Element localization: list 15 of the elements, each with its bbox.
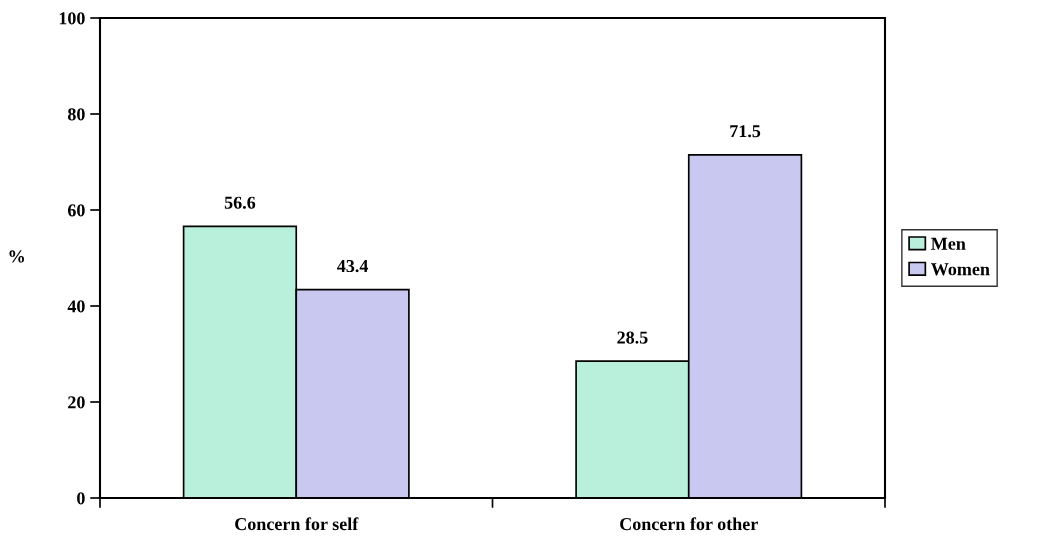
y-tick-label: 20 xyxy=(68,396,85,409)
y-tick-label: 80 xyxy=(67,108,85,121)
legend-label: Women xyxy=(931,263,990,276)
legend-label: Men xyxy=(931,237,966,250)
x-tick-label: Concern for self xyxy=(235,517,359,531)
data-label: 28.5 xyxy=(617,331,648,344)
y-tick-label: 100 xyxy=(59,12,85,25)
y-tick-label: 60 xyxy=(67,204,85,217)
y-tick-label: 40 xyxy=(67,300,85,313)
y-axis-title: % xyxy=(9,250,24,263)
data-label: 56.6 xyxy=(224,196,256,209)
y-tick-label: 0 xyxy=(77,492,85,505)
x-tick-label: Concern for other xyxy=(620,517,758,531)
data-label: 71.5 xyxy=(730,125,761,138)
data-label: 43.4 xyxy=(337,259,369,273)
